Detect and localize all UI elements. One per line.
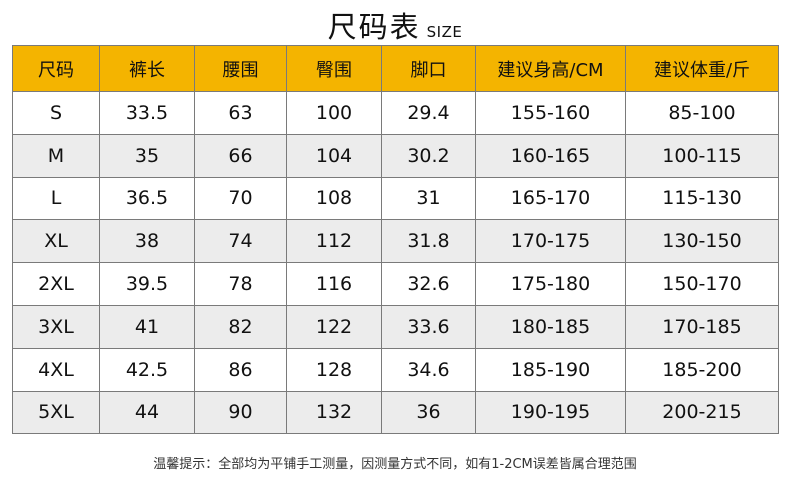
table-cell: 39.5 [99, 262, 195, 306]
table-cell: 70 [194, 176, 287, 221]
column-header-waist: 腰围 [194, 45, 287, 92]
table-cell: 180-185 [475, 304, 626, 349]
table-cell: 2XL [12, 262, 100, 306]
column-header-hip: 臀围 [286, 45, 382, 92]
table-cell: 128 [286, 347, 382, 392]
table-cell: 100 [286, 91, 382, 135]
table-cell: 115-130 [625, 176, 779, 221]
table-cell: 63 [194, 91, 287, 135]
table-row: 5XL 44 90 132 36 190-195 200-215 [12, 390, 779, 435]
table-cell: 41 [99, 304, 195, 349]
table-cell: 5XL [12, 390, 100, 435]
table-cell: 85-100 [625, 91, 779, 135]
table-row: XL 38 74 112 31.8 170-175 130-150 [12, 219, 779, 264]
table-cell: 190-195 [475, 390, 626, 435]
column-header-height: 建议身高/CM [475, 45, 626, 92]
table-cell: 155-160 [475, 91, 626, 135]
page-subtitle: SIZE [426, 23, 463, 41]
table-cell: S [12, 91, 100, 135]
table-cell: 66 [194, 133, 287, 178]
table-cell: 30.2 [381, 133, 476, 178]
table-cell: 35 [99, 133, 195, 178]
table-cell: 74 [194, 219, 287, 264]
table-row: 3XL 41 82 122 33.6 180-185 170-185 [12, 304, 779, 349]
table-cell: 130-150 [625, 219, 779, 264]
column-header-size: 尺码 [12, 45, 100, 92]
header-row: 尺码 裤长 腰围 臀围 脚口 建议身高/CM 建议体重/斤 [12, 45, 779, 92]
column-header-length: 裤长 [99, 45, 195, 92]
table-cell: XL [12, 219, 100, 264]
table-cell: L [12, 176, 100, 221]
table-cell: 160-165 [475, 133, 626, 178]
table-cell: M [12, 133, 100, 178]
footer-note: 温馨提示：全部均为平铺手工测量，因测量方式不同，如有1-2CM误差皆属合理范围 [153, 457, 637, 472]
table-row: 2XL 39.5 78 116 32.6 175-180 150-170 [12, 262, 779, 306]
table-cell: 3XL [12, 304, 100, 349]
table-cell: 116 [286, 262, 382, 306]
title-block: 尺码表 SIZE [0, 4, 790, 44]
table-row: M 35 66 104 30.2 160-165 100-115 [12, 133, 779, 178]
table-cell: 100-115 [625, 133, 779, 178]
table-cell: 185-200 [625, 347, 779, 392]
table-cell: 175-180 [475, 262, 626, 306]
table-cell: 36 [381, 390, 476, 435]
table-cell: 31 [381, 176, 476, 221]
table-cell: 4XL [12, 347, 100, 392]
table-cell: 132 [286, 390, 382, 435]
table-cell: 33.5 [99, 91, 195, 135]
table-cell: 42.5 [99, 347, 195, 392]
table-cell: 82 [194, 304, 287, 349]
table-cell: 122 [286, 304, 382, 349]
table-cell: 78 [194, 262, 287, 306]
table-cell: 90 [194, 390, 287, 435]
table-cell: 170-185 [625, 304, 779, 349]
table-cell: 104 [286, 133, 382, 178]
table-cell: 44 [99, 390, 195, 435]
table-cell: 38 [99, 219, 195, 264]
column-header-weight: 建议体重/斤 [625, 45, 779, 92]
table-cell: 185-190 [475, 347, 626, 392]
table-cell: 112 [286, 219, 382, 264]
table-cell: 86 [194, 347, 287, 392]
table-cell: 108 [286, 176, 382, 221]
page-title: 尺码表 [327, 10, 421, 44]
table-cell: 150-170 [625, 262, 779, 306]
table-row: L 36.5 70 108 31 165-170 115-130 [12, 176, 779, 221]
table-cell: 29.4 [381, 91, 476, 135]
table-cell: 36.5 [99, 176, 195, 221]
table-cell: 200-215 [625, 390, 779, 435]
size-table: 尺码 裤长 腰围 臀围 脚口 建议身高/CM 建议体重/斤 S 33.5 63 100… [12, 45, 779, 435]
table-cell: 31.8 [381, 219, 476, 264]
table-header: 尺码 裤长 腰围 臀围 脚口 建议身高/CM 建议体重/斤 [12, 45, 779, 92]
table-cell: 32.6 [381, 262, 476, 306]
table-cell: 170-175 [475, 219, 626, 264]
table-row: S 33.5 63 100 29.4 155-160 85-100 [12, 91, 779, 135]
table-cell: 33.6 [381, 304, 476, 349]
table-cell: 34.6 [381, 347, 476, 392]
column-header-hem: 脚口 [381, 45, 476, 92]
table-cell: 165-170 [475, 176, 626, 221]
table-row: 4XL 42.5 86 128 34.6 185-190 185-200 [12, 347, 779, 392]
